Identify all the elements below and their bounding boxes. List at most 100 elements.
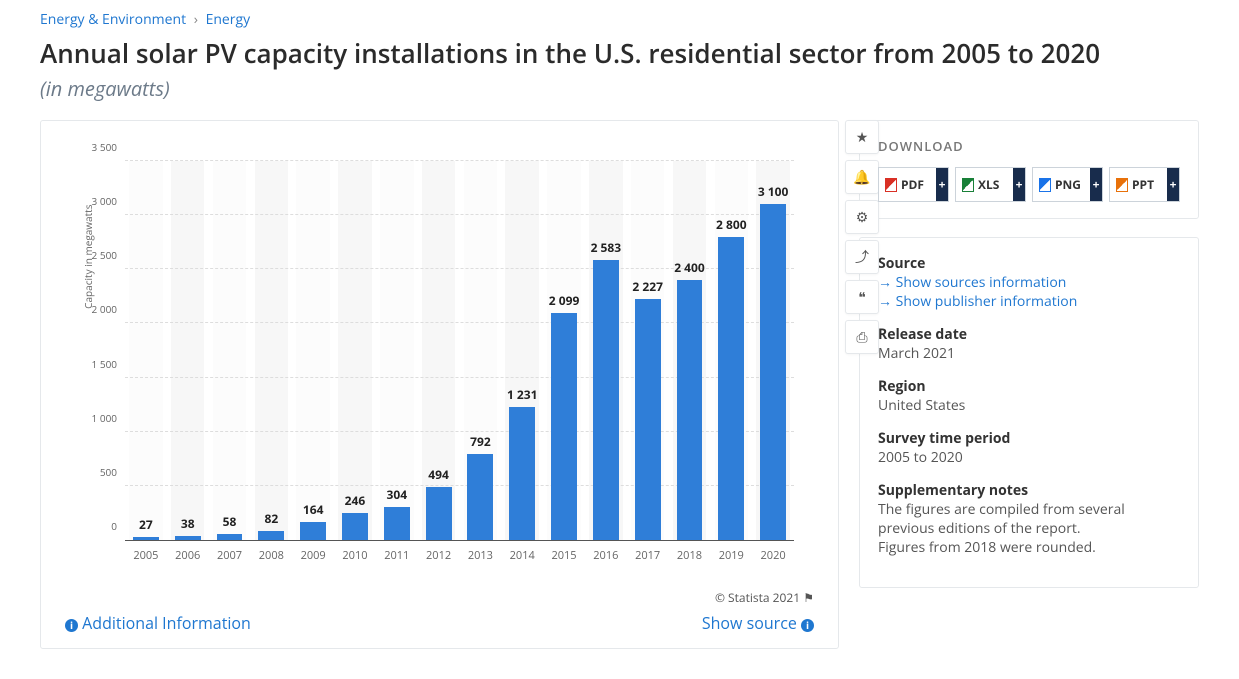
bar[interactable] [175, 536, 201, 540]
bar-value-label: 2 400 [674, 259, 705, 276]
star-icon[interactable]: ★ [845, 120, 879, 154]
download-row: PDF+XLS+PNG+PPT+ [878, 167, 1180, 202]
bar-slot: 2 099 [543, 161, 585, 540]
bar-slot: 2 400 [669, 161, 711, 540]
chart-credit: © Statista 2021 ⚑ [715, 589, 814, 606]
show-publisher-link[interactable]: Show publisher information [878, 292, 1180, 311]
gear-icon[interactable]: ⚙ [845, 200, 879, 234]
bar[interactable] [551, 313, 577, 540]
bar[interactable] [426, 487, 452, 540]
x-tick: 2011 [376, 548, 418, 563]
bar[interactable] [300, 522, 326, 540]
plus-icon: + [1167, 168, 1179, 201]
bar-slot: 27 [125, 161, 167, 540]
bar-value-label: 246 [345, 492, 366, 509]
bar-slot: 304 [376, 161, 418, 540]
region-label: Region [878, 377, 1180, 396]
bar[interactable] [593, 260, 619, 540]
notes-label: Supplementary notes [878, 481, 1180, 500]
show-source-link[interactable]: Show source i [702, 612, 814, 634]
breadcrumb-level2[interactable]: Energy [206, 10, 251, 29]
period-value: 2005 to 2020 [878, 448, 1180, 467]
y-tick: 1 000 [77, 411, 117, 425]
plot-region: 273858821642463044947921 2312 0992 5832 … [125, 161, 794, 541]
y-tick: 1 500 [77, 357, 117, 371]
bar-slot: 246 [334, 161, 376, 540]
x-tick: 2010 [334, 548, 376, 563]
x-tick: 2013 [460, 548, 502, 563]
bar[interactable] [635, 299, 661, 540]
breadcrumb-level1[interactable]: Energy & Environment [40, 10, 186, 29]
download-label: PPT [1132, 176, 1154, 193]
download-heading: DOWNLOAD [878, 137, 1180, 155]
x-tick: 2009 [292, 548, 334, 563]
flag-icon: ⚑ [803, 589, 814, 606]
x-tick: 2015 [543, 548, 585, 563]
bar[interactable] [760, 204, 786, 540]
bar[interactable] [467, 454, 493, 540]
bar[interactable] [258, 531, 284, 540]
y-tick: 0 [77, 519, 117, 533]
x-tick: 2007 [209, 548, 251, 563]
y-tick: 3 500 [77, 140, 117, 154]
bar-slot: 82 [250, 161, 292, 540]
info-icon: i [65, 619, 78, 632]
source-panel: Source Show sources information Show pub… [859, 237, 1199, 588]
bar[interactable] [718, 237, 744, 540]
bar-slot: 1 231 [501, 161, 543, 540]
download-png-button[interactable]: PNG+ [1032, 167, 1103, 202]
bar[interactable] [384, 507, 410, 540]
y-tick: 500 [77, 465, 117, 479]
file-icon [885, 178, 897, 192]
bar-value-label: 38 [181, 515, 195, 532]
x-tick: 2020 [752, 548, 794, 563]
bar-slot: 2 227 [627, 161, 669, 540]
gridline [125, 160, 794, 161]
file-icon [1039, 178, 1051, 192]
y-tick: 2 500 [77, 248, 117, 262]
print-icon[interactable]: ⎙ [845, 320, 879, 354]
bar-slot: 792 [460, 161, 502, 540]
download-label: PDF [901, 176, 924, 193]
bar[interactable] [677, 280, 703, 540]
bar-value-label: 82 [264, 510, 278, 527]
y-tick: 2 000 [77, 302, 117, 316]
region-value: United States [878, 396, 1180, 415]
bar[interactable] [133, 537, 159, 540]
bar-value-label: 2 227 [632, 278, 663, 295]
bar[interactable] [342, 513, 368, 540]
bar-slot: 38 [167, 161, 209, 540]
x-tick: 2016 [585, 548, 627, 563]
show-sources-link[interactable]: Show sources information [878, 273, 1180, 292]
breadcrumb-sep: › [194, 10, 198, 29]
share-icon[interactable]: ⤴ [845, 240, 879, 274]
page-subtitle: (in megawatts) [40, 75, 1199, 102]
additional-info-link[interactable]: i Additional Information [65, 612, 251, 634]
quote-icon[interactable]: ❝ [845, 280, 879, 314]
bar-value-label: 2 800 [716, 216, 747, 233]
notes-value-2: Figures from 2018 were rounded. [878, 538, 1180, 557]
bar[interactable] [217, 534, 243, 540]
x-ticks: 2005200620072008200920102011201220132014… [125, 548, 794, 563]
bars-container: 273858821642463044947921 2312 0992 5832 … [125, 161, 794, 540]
x-tick: 2017 [627, 548, 669, 563]
file-icon [962, 178, 974, 192]
bar-value-label: 792 [470, 433, 491, 450]
bar-value-label: 2 099 [549, 292, 580, 309]
bell-icon[interactable]: 🔔 [845, 160, 879, 194]
bar-value-label: 27 [139, 516, 153, 533]
download-ppt-button[interactable]: PPT + [1109, 167, 1180, 202]
bar[interactable] [509, 407, 535, 540]
download-pdf-button[interactable]: PDF + [878, 167, 949, 202]
download-panel: DOWNLOAD PDF+XLS+PNG+PPT+ [859, 120, 1199, 219]
download-label: XLS [978, 176, 999, 193]
source-label: Source [878, 254, 1180, 273]
x-tick: 2019 [710, 548, 752, 563]
plus-icon: + [936, 168, 948, 201]
chart-card: Capacity in megawatts 273858821642463044… [40, 120, 839, 649]
x-tick: 2005 [125, 548, 167, 563]
breadcrumb: Energy & Environment › Energy [40, 10, 1199, 29]
chart-area: Capacity in megawatts 273858821642463044… [125, 141, 794, 581]
x-tick: 2008 [250, 548, 292, 563]
download-xls-button[interactable]: XLS+ [955, 167, 1026, 202]
